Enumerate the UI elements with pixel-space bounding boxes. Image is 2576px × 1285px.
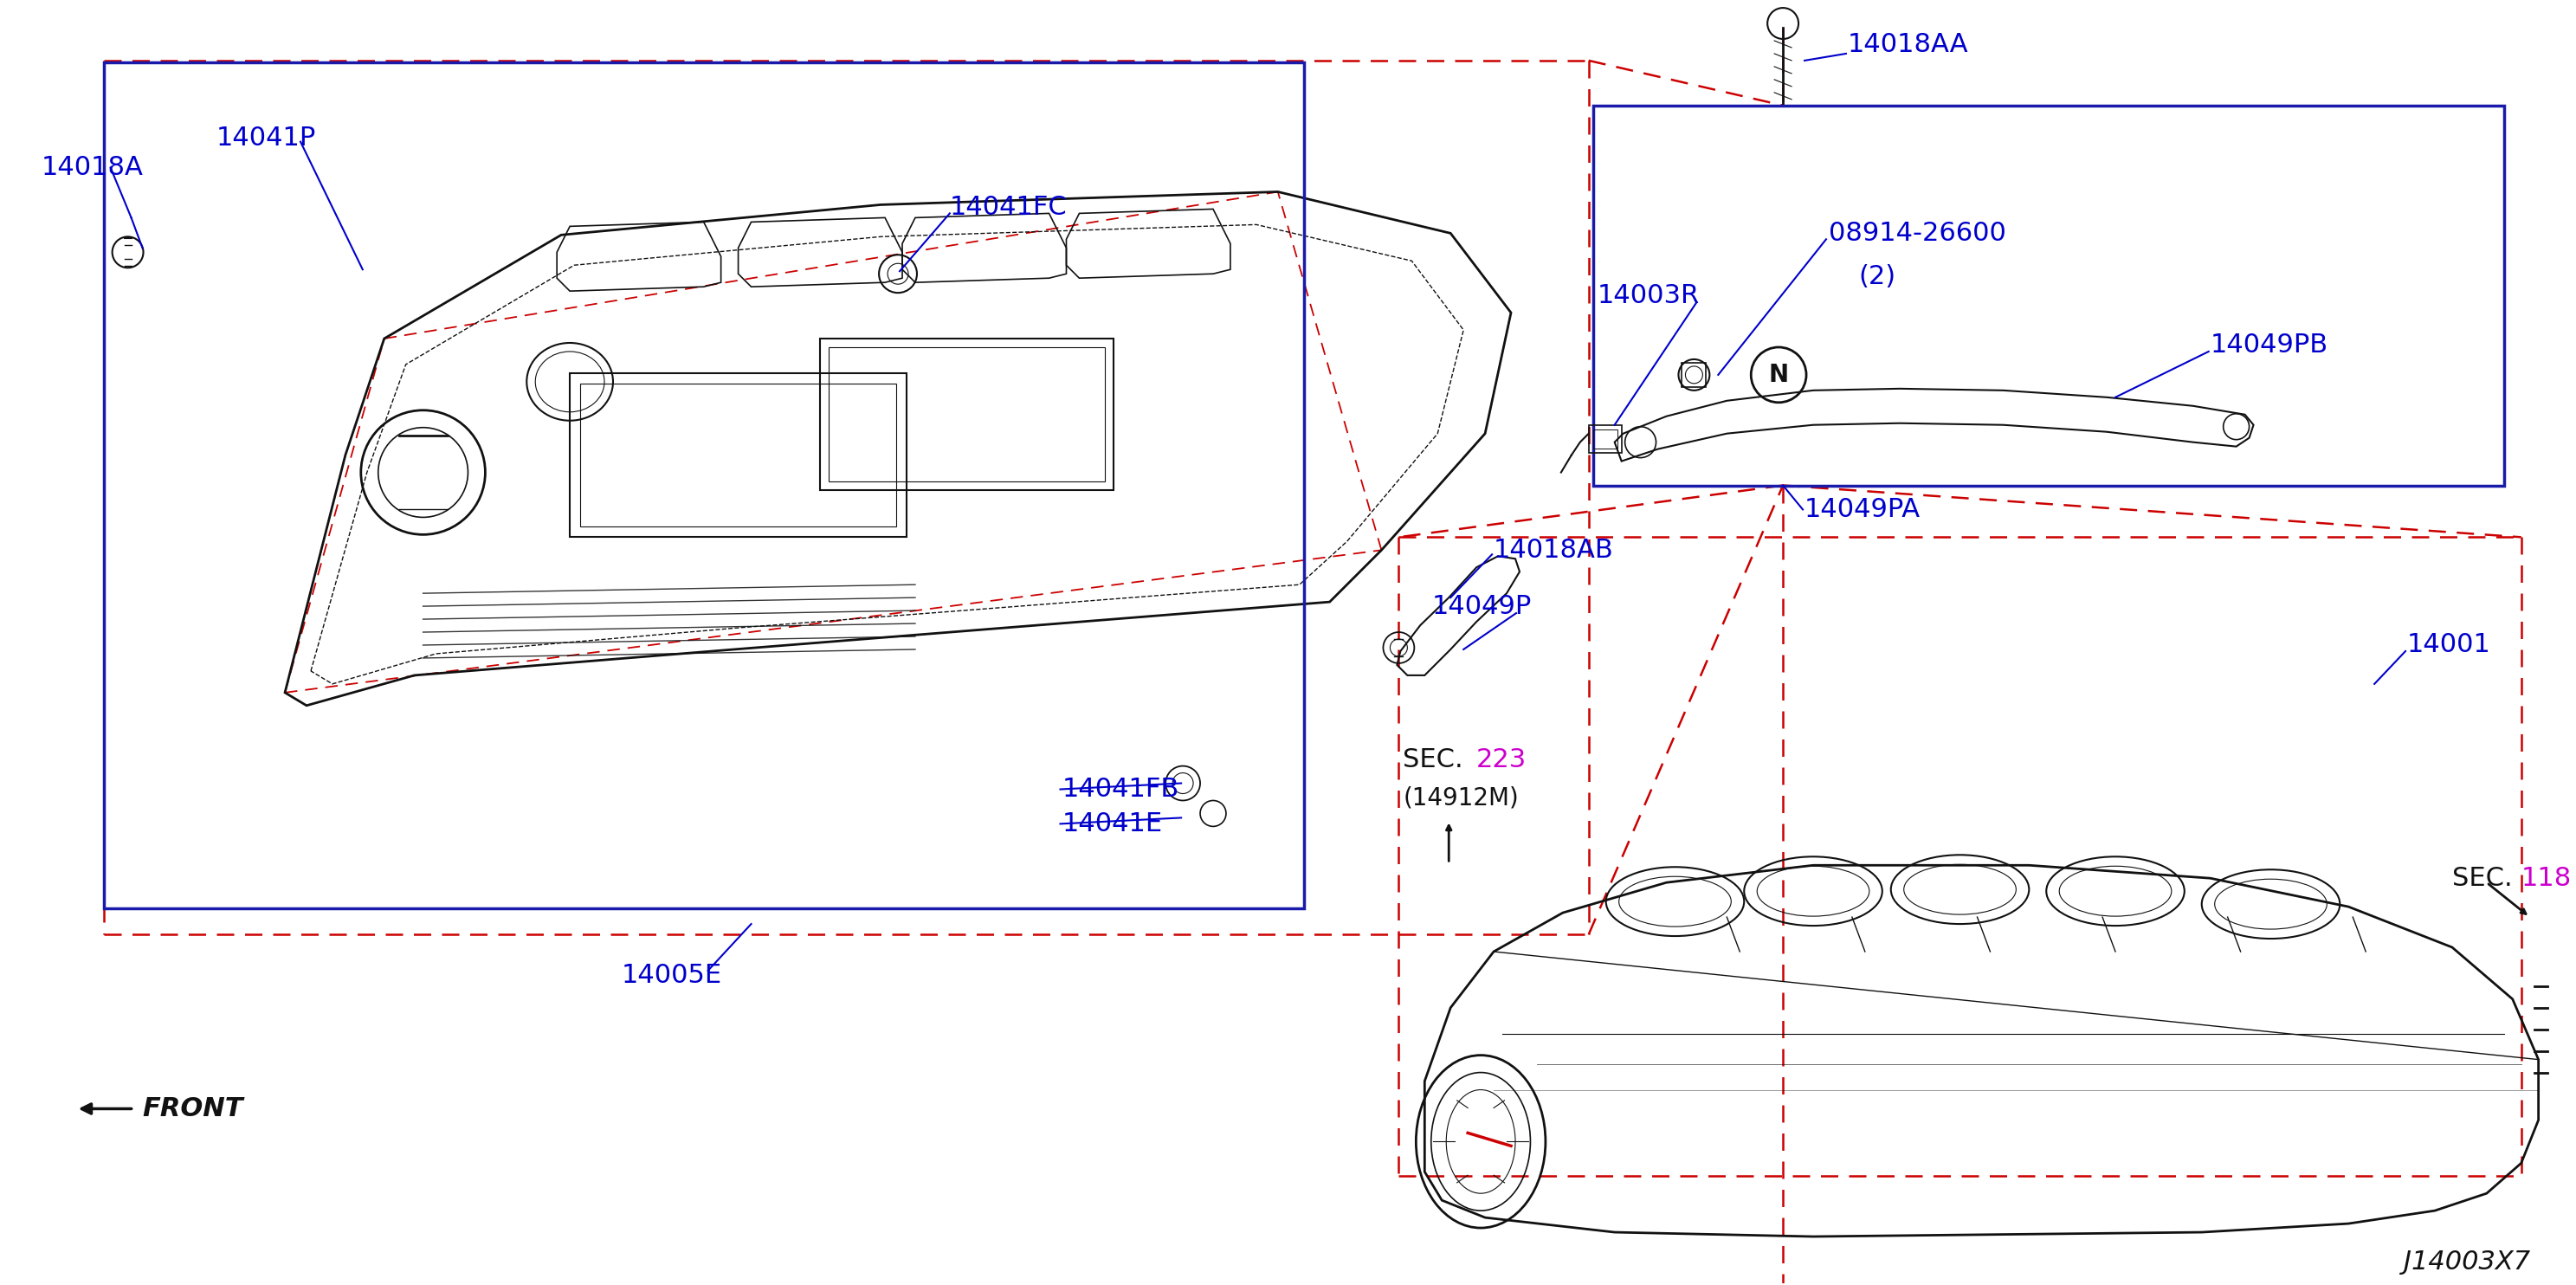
Bar <box>569 373 907 537</box>
Bar <box>829 347 1105 481</box>
Bar <box>1592 105 2504 486</box>
Text: 14041P: 14041P <box>216 126 317 150</box>
Text: (2): (2) <box>1857 263 1896 289</box>
Text: 14018AB: 14018AB <box>1494 537 1613 563</box>
Text: 14049PA: 14049PA <box>1806 497 1922 522</box>
Text: 14049P: 14049P <box>1432 594 1530 619</box>
Text: 14001: 14001 <box>2406 632 2491 658</box>
Text: SEC.: SEC. <box>2452 866 2512 891</box>
Bar <box>103 62 1303 908</box>
Bar <box>1682 362 1705 387</box>
Text: 14041FC: 14041FC <box>951 195 1066 220</box>
Text: 14049PB: 14049PB <box>2210 333 2329 359</box>
Bar <box>1592 429 1618 448</box>
Text: 14041E: 14041E <box>1061 811 1162 837</box>
Bar <box>1589 425 1620 452</box>
Text: FRONT: FRONT <box>142 1096 242 1122</box>
Text: 118: 118 <box>2522 866 2571 891</box>
Text: 08914-26600: 08914-26600 <box>1829 221 2007 245</box>
Bar <box>819 338 1113 490</box>
Text: 14041FB: 14041FB <box>1061 776 1180 802</box>
Text: 14005E: 14005E <box>621 964 721 988</box>
Text: SEC.: SEC. <box>1404 748 1463 772</box>
Text: N: N <box>1770 362 1788 387</box>
Text: (14912M): (14912M) <box>1404 786 1520 810</box>
Text: 14018AA: 14018AA <box>1847 32 1968 58</box>
Text: 223: 223 <box>1476 748 1528 772</box>
Bar <box>580 383 896 527</box>
Text: 14018A: 14018A <box>41 155 144 180</box>
Text: 14003R: 14003R <box>1597 283 1700 308</box>
Text: J14003X7: J14003X7 <box>2403 1250 2530 1275</box>
